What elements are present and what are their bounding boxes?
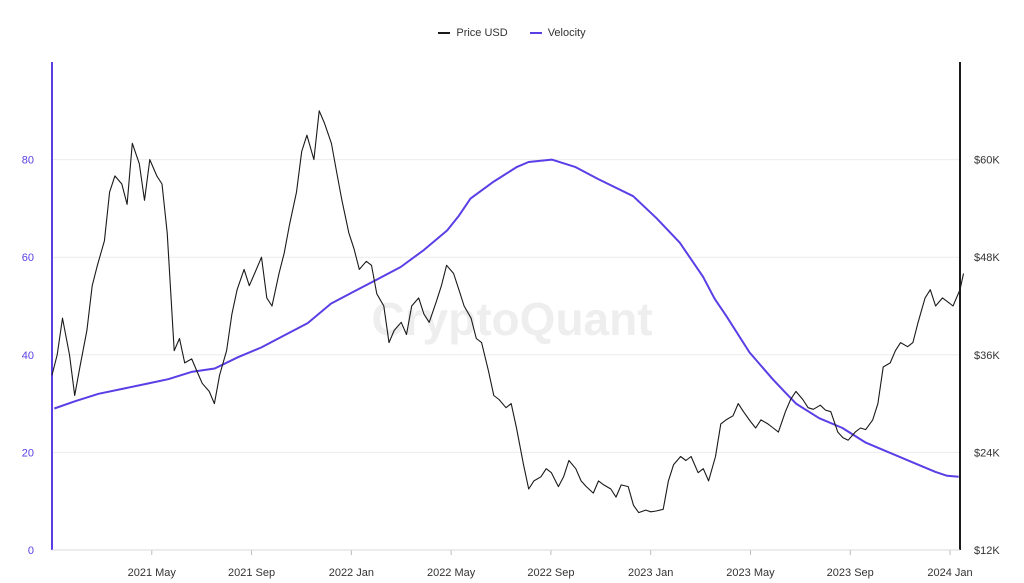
y-left-tick-label: 40 — [22, 350, 34, 362]
x-tick-label: 2023 Sep — [827, 567, 874, 579]
watermark-text: CryptoQuant — [371, 293, 652, 345]
legend-item-velocity[interactable]: Velocity — [529, 27, 586, 39]
legend-swatch-velocity — [529, 32, 542, 34]
legend-label-velocity: Velocity — [547, 27, 586, 39]
x-tick-label: 2022 May — [427, 567, 476, 579]
x-tick-label: 2022 Sep — [527, 567, 574, 579]
y-right-tick-label: $48K — [974, 252, 1000, 264]
gridlines — [52, 159, 960, 551]
y-right-tick-label: $12K — [974, 545, 1000, 557]
y-left-tick-label: 20 — [22, 447, 34, 459]
legend-item-price[interactable]: Price USD — [438, 27, 508, 39]
x-tick-label: 2024 Jan — [927, 567, 972, 579]
y-left-tick-label: 60 — [22, 252, 34, 264]
legend-swatch-price — [438, 32, 451, 34]
y-left-tick-label: 80 — [22, 155, 34, 167]
x-tick-label: 2023 May — [726, 567, 775, 579]
x-tick-label: 2021 May — [128, 567, 177, 579]
y-left-tick-label: 0 — [28, 545, 34, 557]
series-group — [51, 110, 965, 514]
chart-legend: Price USD Velocity — [0, 24, 1024, 42]
price-usd-series-line — [51, 110, 965, 514]
y-right-tick-label: $24K — [974, 447, 1000, 459]
y-right-tick-label: $60K — [974, 155, 1000, 167]
velocity-series-line — [53, 158, 959, 478]
x-tick-label: 2021 Sep — [228, 567, 275, 579]
legend-label-price: Price USD — [456, 27, 508, 39]
axes: 0 20 40 60 80 $12K $24K $36K $48K $60K 2021 May 202… — [22, 62, 1000, 579]
x-tick-label: 2022 Jan — [329, 567, 374, 579]
x-tick-label: 2023 Jan — [628, 567, 673, 579]
y-right-tick-label: $36K — [974, 350, 1000, 362]
